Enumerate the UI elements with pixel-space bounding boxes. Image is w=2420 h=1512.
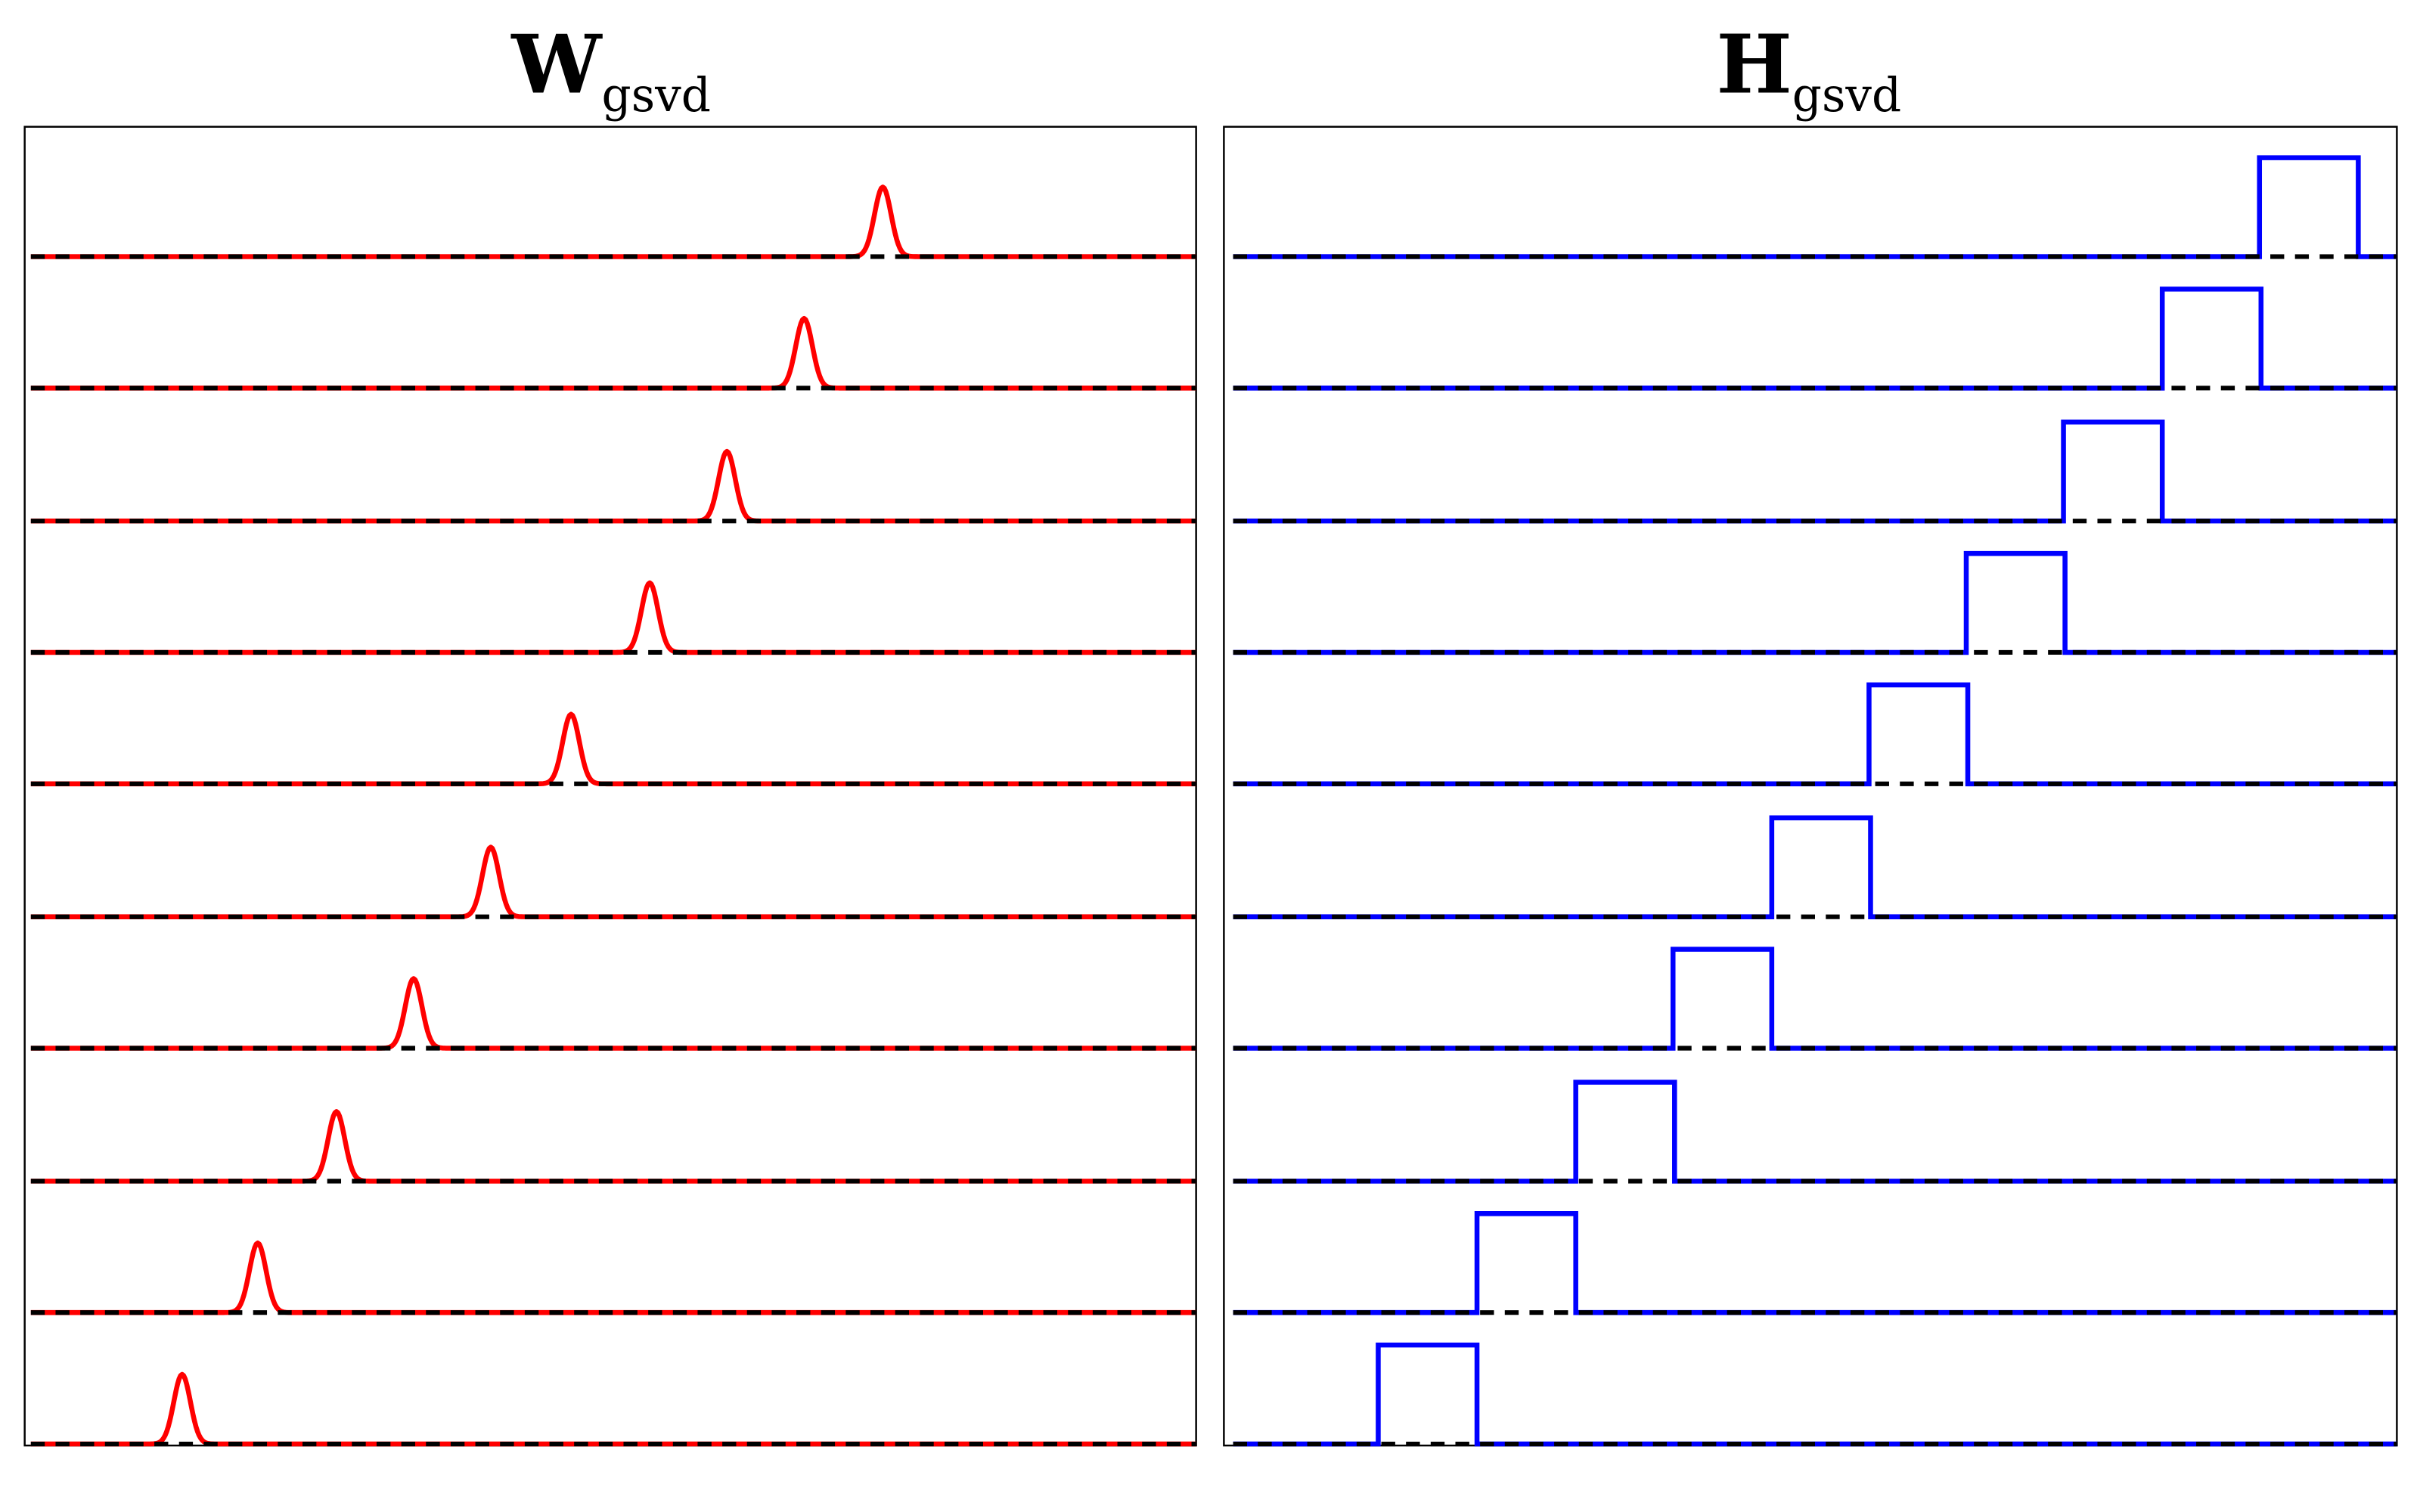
left-series-group (29, 184, 1197, 1447)
left-title-main: W (510, 18, 603, 113)
right-title-subscript: gsvd (1792, 69, 1901, 122)
right-box-pulse-4 (1233, 947, 2397, 1051)
left-panel-plot-area (23, 125, 1197, 1447)
right-panel-plot-area (1223, 125, 2398, 1447)
left-gaussian-curve-10 (29, 184, 1197, 259)
left-gaussian-curve-8 (29, 448, 1197, 524)
right-title-main: H (1717, 18, 1792, 113)
left-gaussian-curve-1 (29, 1371, 1197, 1447)
right-panel-title: Hgsvd (1717, 18, 1902, 123)
right-series-group (1233, 155, 2397, 1447)
right-box-pulse-10 (1233, 155, 2397, 259)
left-gaussian-curve-6 (29, 711, 1197, 787)
left-gaussian-curve-5 (29, 844, 1197, 919)
right-box-pulse-2 (1233, 1211, 2397, 1315)
right-box-pulse-8 (1233, 420, 2397, 524)
left-gaussian-curve-2 (29, 1240, 1197, 1315)
right-box-pulse-9 (1233, 287, 2397, 391)
left-title-subscript: gsvd (602, 69, 711, 122)
left-gaussian-curve-4 (29, 976, 1197, 1051)
right-box-pulse-6 (1233, 682, 2397, 787)
left-panel-title: Wgsvd (510, 18, 711, 123)
right-box-pulse-7 (1233, 550, 2397, 655)
left-gaussian-curve-3 (29, 1109, 1197, 1184)
right-box-pulse-1 (1233, 1342, 2397, 1447)
left-gaussian-curve-9 (29, 315, 1197, 391)
right-box-pulse-5 (1233, 815, 2397, 919)
right-box-pulse-3 (1233, 1080, 2397, 1184)
left-gaussian-curve-7 (29, 580, 1197, 655)
